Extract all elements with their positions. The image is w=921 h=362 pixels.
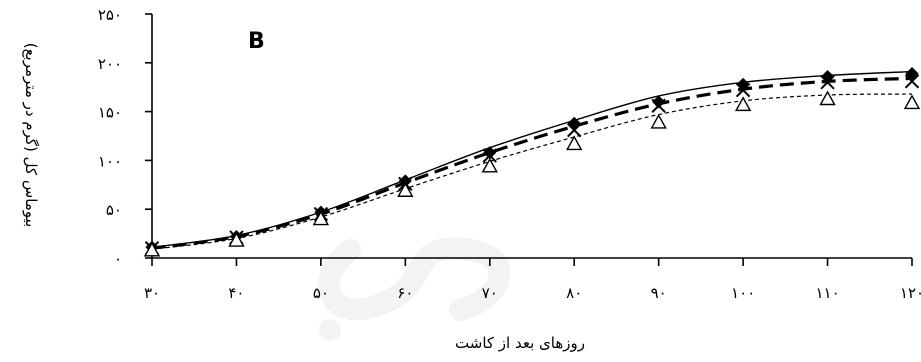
data-point-triangle	[397, 182, 414, 197]
data-point-x	[820, 75, 835, 90]
series-line-dashed	[151, 76, 913, 250]
data-point-x	[735, 82, 751, 98]
data-point-triangle	[566, 135, 583, 151]
data-point-diamond	[398, 174, 412, 188]
data-point-triangle	[228, 231, 245, 247]
y-tick-label: ۱۰۰	[98, 152, 122, 170]
data-point-triangle	[819, 90, 836, 106]
data-point-diamond	[483, 146, 497, 160]
y-tick-label: ۵۰	[106, 201, 122, 219]
x-tick-label: ۵۰	[313, 284, 329, 302]
x-tick-label: ۱۰۰	[731, 284, 755, 302]
data-point-triangle	[312, 210, 330, 226]
y-tick-label: ۲۵۰	[98, 6, 122, 24]
data-point-triangle	[903, 94, 921, 110]
y-tick-label: ۲۰۰	[98, 55, 122, 73]
data-point-x	[651, 98, 666, 113]
x-axis-label: روزهای بعد از کاشت	[455, 334, 585, 352]
marker-layer	[143, 67, 921, 257]
data-point-x	[904, 74, 920, 89]
x-tick-label: ۷۰	[482, 284, 498, 302]
panel-label: B	[248, 29, 265, 54]
y-tick-label: ۱۵۰	[98, 104, 122, 122]
series-line-dotted	[151, 93, 913, 250]
series-line-solid	[151, 70, 913, 248]
y-axis-label: بیوماس کل (گرم در مترمربع)	[22, 43, 40, 228]
x-tick-label: ۶۰	[397, 284, 413, 302]
data-point-x	[482, 148, 497, 163]
x-tick-label: ۳۰	[144, 284, 160, 302]
x-tick-label: ۹۰	[651, 284, 667, 302]
watermark-dot	[319, 319, 341, 341]
data-point-x	[567, 122, 582, 138]
data-point-triangle	[650, 113, 667, 129]
x-tick-label: ۱۲۰	[900, 284, 921, 302]
watermark-mark	[318, 237, 511, 321]
data-point-triangle	[734, 96, 752, 112]
x-tick-label: ۱۱۰	[815, 284, 839, 302]
data-point-diamond	[652, 95, 666, 109]
data-point-triangle	[143, 241, 161, 257]
y-tick-label: ۰	[114, 250, 122, 268]
x-tick-label: ۸۰	[566, 284, 582, 302]
x-tick-label: ۴۰	[228, 284, 244, 302]
series-layer	[151, 70, 913, 250]
axes: ۰ ۵۰ ۱۰۰ ۱۵۰ ۲۰۰ ۲۵۰ ۳۰ ۴۰ ۵۰ ۶۰ ۷۰ ۸۰ ۹۰ ۱۰۰ ۱۱۰ ۱۲۰	[98, 6, 921, 302]
data-point-triangle	[481, 157, 498, 173]
